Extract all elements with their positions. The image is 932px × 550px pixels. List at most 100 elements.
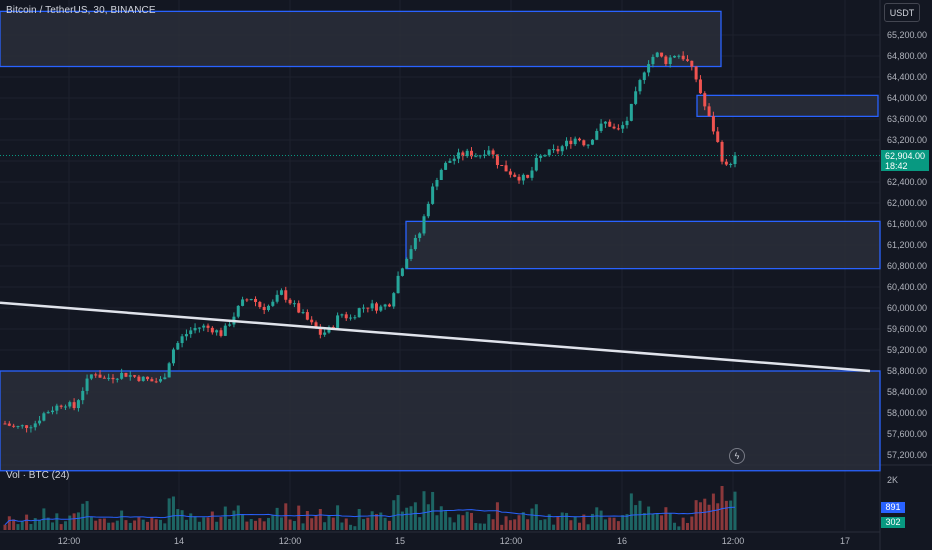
candle-body <box>29 427 33 429</box>
candle-body <box>392 293 396 307</box>
volume-bar <box>111 522 115 530</box>
candle-body <box>241 299 245 306</box>
candle-body <box>120 372 124 379</box>
candle-body <box>616 128 620 130</box>
volume-bar <box>565 512 569 530</box>
time-tick-label: 17 <box>840 536 850 546</box>
lightning-icon[interactable]: ϟ <box>729 448 745 464</box>
volume-bar <box>660 515 664 530</box>
volume-axis-label: 2K <box>887 475 898 485</box>
candle-body <box>353 317 357 319</box>
price-tick-label: 62,000.00 <box>887 198 927 208</box>
candle-body <box>25 425 29 429</box>
candle-body <box>387 304 391 307</box>
volume-bar <box>262 521 266 530</box>
candle-body <box>457 152 461 159</box>
support-zone-bottom <box>0 370 881 472</box>
volume-bar <box>543 519 547 530</box>
candle-body <box>590 139 594 145</box>
volume-bar <box>63 521 67 530</box>
volume-bar <box>508 520 512 530</box>
volume-bar <box>340 522 344 530</box>
volume-bar <box>405 507 409 530</box>
volume-bar <box>448 517 452 530</box>
candle-body <box>301 312 305 314</box>
volume-bar <box>521 512 525 530</box>
candle-body <box>38 420 42 424</box>
candle-body <box>461 152 465 157</box>
volume-bar <box>539 520 543 530</box>
volume-bar <box>249 519 253 530</box>
candle-body <box>526 174 530 178</box>
bar-countdown: 18:42 <box>885 161 908 171</box>
candle-body <box>249 298 253 301</box>
time-tick-label: 12:00 <box>58 536 81 546</box>
candle-body <box>271 301 275 306</box>
volume-bar <box>349 524 353 530</box>
volume-bar <box>344 518 348 530</box>
volume-bar <box>197 521 201 530</box>
candle-body <box>673 55 677 58</box>
volume-bar <box>642 512 646 530</box>
candle-body <box>642 72 646 81</box>
volume-bar <box>470 512 474 530</box>
volume-bar <box>150 517 154 530</box>
candle-body <box>318 328 322 335</box>
volume-bar <box>241 514 245 530</box>
candle-body <box>517 176 521 181</box>
volume-bar <box>215 521 219 530</box>
volume-bar <box>711 493 715 530</box>
candle-body <box>668 57 672 64</box>
candle-body <box>487 150 491 155</box>
candle-body <box>254 298 258 302</box>
currency-button[interactable]: USDT <box>884 3 920 22</box>
volume-bar <box>374 514 378 530</box>
volume-bar <box>124 520 128 530</box>
price-tick-label: 63,600.00 <box>887 114 927 124</box>
volume-bar <box>292 521 296 530</box>
volume-bar <box>228 518 232 530</box>
candle-body <box>42 413 46 421</box>
volume-bar <box>513 519 517 530</box>
candle-body <box>513 174 517 177</box>
candle-body <box>197 327 201 329</box>
volume-bar <box>474 523 478 530</box>
volume-bar <box>128 522 132 530</box>
volume-bar <box>189 513 193 530</box>
candle-body <box>189 330 193 335</box>
volume-tag-blue: 891 <box>881 502 905 513</box>
volume-bar <box>7 516 11 530</box>
candle-body <box>3 423 7 425</box>
volume-bar <box>608 517 612 530</box>
candle-body <box>504 165 508 172</box>
price-tick-label: 64,000.00 <box>887 93 927 103</box>
volume-bar <box>444 511 448 530</box>
candle-body <box>98 374 102 378</box>
candle-body <box>51 410 55 413</box>
volume-bar <box>59 524 63 530</box>
candle-body <box>621 125 625 129</box>
candle-body <box>102 377 106 379</box>
volume-bar <box>461 515 465 530</box>
candle-body <box>569 140 573 145</box>
volume-bar <box>677 526 681 530</box>
candle-body <box>612 126 616 129</box>
volume-bar <box>655 513 659 530</box>
price-tick-label: 59,600.00 <box>887 324 927 334</box>
price-tick-label: 62,400.00 <box>887 177 927 187</box>
volume-bar <box>120 510 124 530</box>
volume-bar <box>94 520 98 530</box>
volume-bar <box>284 503 288 530</box>
time-tick-label: 16 <box>617 536 627 546</box>
volume-bar <box>297 505 301 530</box>
candle-body <box>647 64 651 73</box>
candle-body <box>444 162 448 170</box>
volume-bar <box>20 521 24 530</box>
volume-bar <box>495 502 499 530</box>
candle-body <box>694 66 698 80</box>
volume-bar <box>133 520 137 530</box>
volume-bar <box>232 510 236 530</box>
volume-bar <box>556 516 560 530</box>
candle-body <box>625 120 629 126</box>
